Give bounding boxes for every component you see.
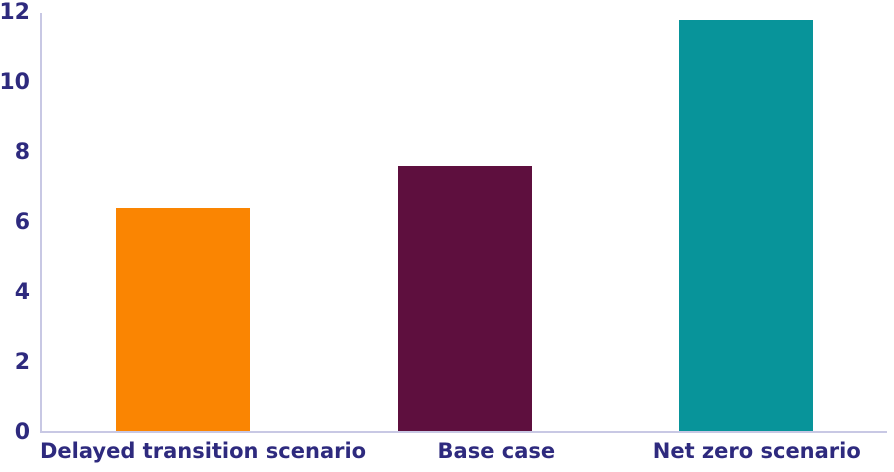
y-tick-label: 8	[14, 140, 30, 166]
y-axis-tick-labels: 0 2 4 6 8 10 12	[0, 2, 34, 444]
bar-slot	[42, 13, 324, 431]
plot-area	[40, 13, 887, 433]
y-tick-label: 4	[14, 280, 30, 306]
y-tick-label: 6	[14, 210, 30, 235]
bar-net-zero-scenario	[679, 19, 814, 431]
bar-delayed-transition-scenario	[115, 208, 250, 431]
x-axis-label: Base case	[437, 439, 556, 463]
y-tick-label: 12	[0, 0, 30, 25]
bar-slot	[324, 13, 606, 431]
bar-slot	[605, 13, 887, 431]
y-tick-label: 0	[14, 420, 30, 445]
x-axis-label: Delayed transition scenario	[40, 439, 367, 463]
y-tick-label: 2	[14, 350, 30, 376]
x-axis-label: Net zero scenario	[652, 439, 861, 463]
y-tick-label: 10	[0, 70, 30, 95]
x-axis-labels: Delayed transition scenario Base case Net …	[40, 438, 887, 465]
bar-base-case	[397, 166, 532, 431]
